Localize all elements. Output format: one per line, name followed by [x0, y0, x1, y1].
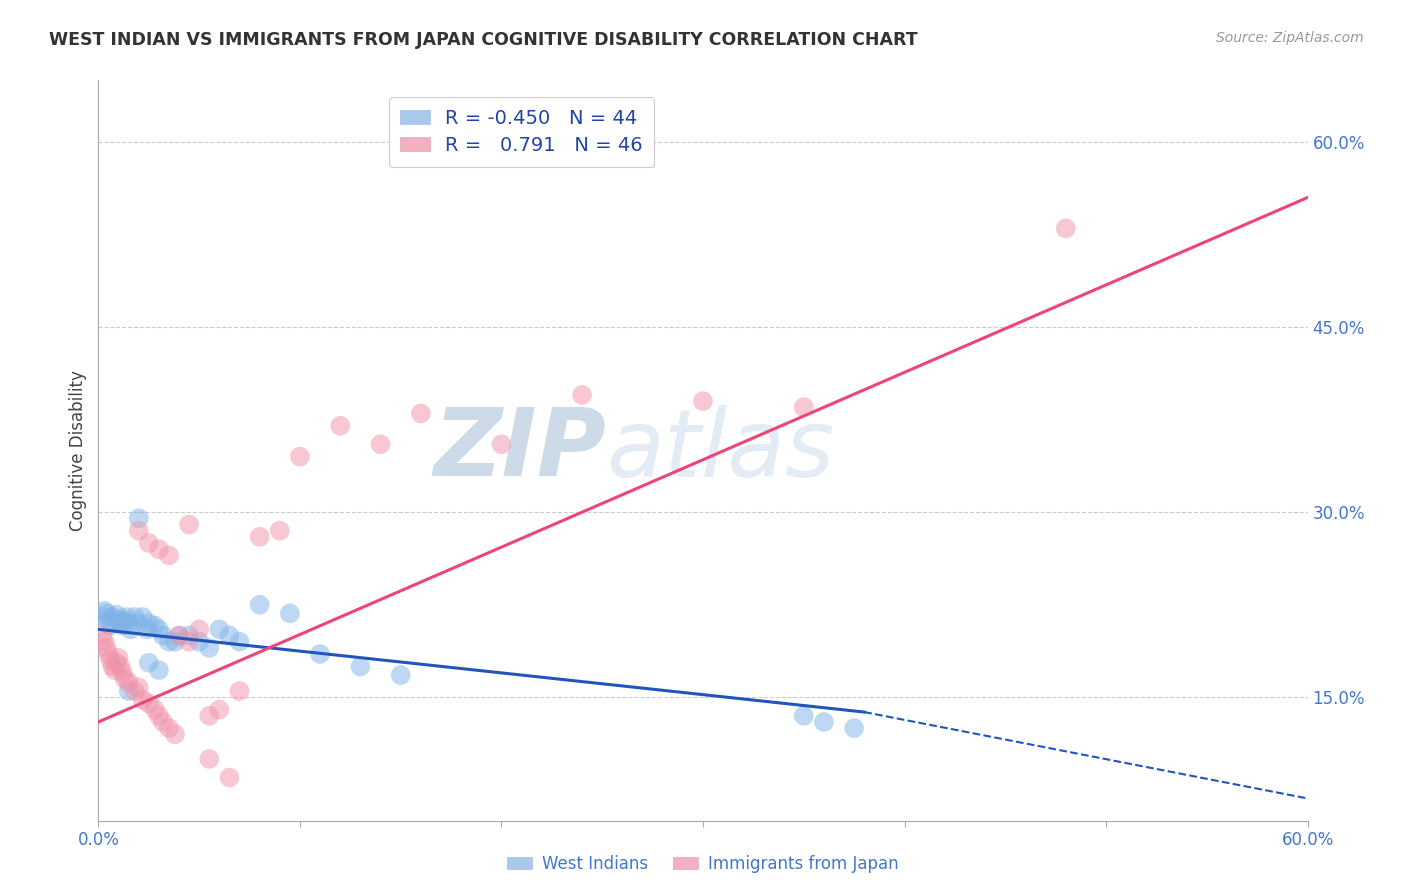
- Point: [269, 524, 291, 538]
- Point: [179, 628, 201, 642]
- Text: Source: ZipAtlas.com: Source: ZipAtlas.com: [1216, 31, 1364, 45]
- Point: [228, 684, 250, 698]
- Point: [91, 610, 114, 624]
- Point: [157, 634, 180, 648]
- Point: [111, 665, 134, 680]
- Point: [93, 604, 115, 618]
- Legend: R = -0.450   N = 44, R =   0.791   N = 46: R = -0.450 N = 44, R = 0.791 N = 46: [389, 97, 654, 167]
- Text: atlas: atlas: [606, 405, 835, 496]
- Point: [93, 634, 115, 648]
- Point: [114, 614, 136, 628]
- Point: [813, 714, 835, 729]
- Point: [135, 623, 157, 637]
- Point: [157, 549, 180, 563]
- Point: [148, 663, 170, 677]
- Point: [96, 640, 118, 655]
- Point: [115, 610, 138, 624]
- Point: [105, 607, 128, 622]
- Y-axis label: Cognitive Disability: Cognitive Disability: [69, 370, 87, 531]
- Point: [188, 623, 211, 637]
- Point: [138, 656, 160, 670]
- Point: [198, 640, 221, 655]
- Point: [114, 672, 136, 686]
- Point: [148, 708, 170, 723]
- Point: [97, 647, 120, 661]
- Point: [120, 623, 142, 637]
- Legend: West Indians, Immigrants from Japan: West Indians, Immigrants from Japan: [501, 848, 905, 880]
- Point: [132, 610, 155, 624]
- Point: [389, 668, 412, 682]
- Point: [148, 542, 170, 557]
- Point: [249, 530, 271, 544]
- Point: [128, 524, 150, 538]
- Point: [132, 692, 155, 706]
- Point: [198, 752, 221, 766]
- Point: [208, 623, 231, 637]
- Point: [163, 634, 186, 648]
- Point: [101, 659, 124, 673]
- Point: [208, 703, 231, 717]
- Point: [110, 616, 132, 631]
- Point: [249, 598, 271, 612]
- Point: [309, 647, 332, 661]
- Point: [349, 659, 371, 673]
- Point: [143, 703, 166, 717]
- Point: [167, 628, 190, 642]
- Point: [111, 618, 134, 632]
- Point: [571, 388, 593, 402]
- Point: [110, 659, 132, 673]
- Point: [96, 607, 118, 621]
- Point: [124, 610, 146, 624]
- Point: [107, 650, 129, 665]
- Point: [128, 616, 150, 631]
- Point: [138, 697, 160, 711]
- Point: [118, 675, 141, 690]
- Point: [218, 771, 240, 785]
- Point: [167, 628, 190, 642]
- Point: [278, 607, 301, 621]
- Point: [228, 634, 250, 648]
- Point: [179, 517, 201, 532]
- Point: [101, 610, 124, 624]
- Point: [100, 653, 122, 667]
- Point: [288, 450, 311, 464]
- Point: [100, 618, 122, 632]
- Point: [148, 623, 170, 637]
- Point: [118, 684, 141, 698]
- Point: [793, 401, 815, 415]
- Point: [105, 656, 128, 670]
- Point: [152, 714, 174, 729]
- Point: [409, 407, 432, 421]
- Point: [128, 681, 150, 695]
- Point: [179, 634, 201, 648]
- Point: [491, 437, 513, 451]
- Point: [157, 721, 180, 735]
- Point: [198, 708, 221, 723]
- Point: [218, 628, 240, 642]
- Point: [1054, 221, 1077, 235]
- Point: [128, 511, 150, 525]
- Text: WEST INDIAN VS IMMIGRANTS FROM JAPAN COGNITIVE DISABILITY CORRELATION CHART: WEST INDIAN VS IMMIGRANTS FROM JAPAN COG…: [49, 31, 918, 49]
- Point: [844, 721, 866, 735]
- Point: [793, 708, 815, 723]
- Point: [103, 663, 125, 677]
- Point: [329, 418, 352, 433]
- Point: [118, 616, 141, 631]
- Point: [143, 618, 166, 632]
- Point: [152, 628, 174, 642]
- Point: [124, 684, 146, 698]
- Point: [163, 727, 186, 741]
- Point: [370, 437, 392, 451]
- Point: [188, 634, 211, 648]
- Point: [138, 616, 160, 631]
- Point: [91, 628, 114, 642]
- Point: [107, 613, 129, 627]
- Point: [103, 616, 125, 631]
- Text: ZIP: ZIP: [433, 404, 606, 497]
- Point: [138, 536, 160, 550]
- Point: [97, 614, 120, 628]
- Point: [692, 394, 714, 409]
